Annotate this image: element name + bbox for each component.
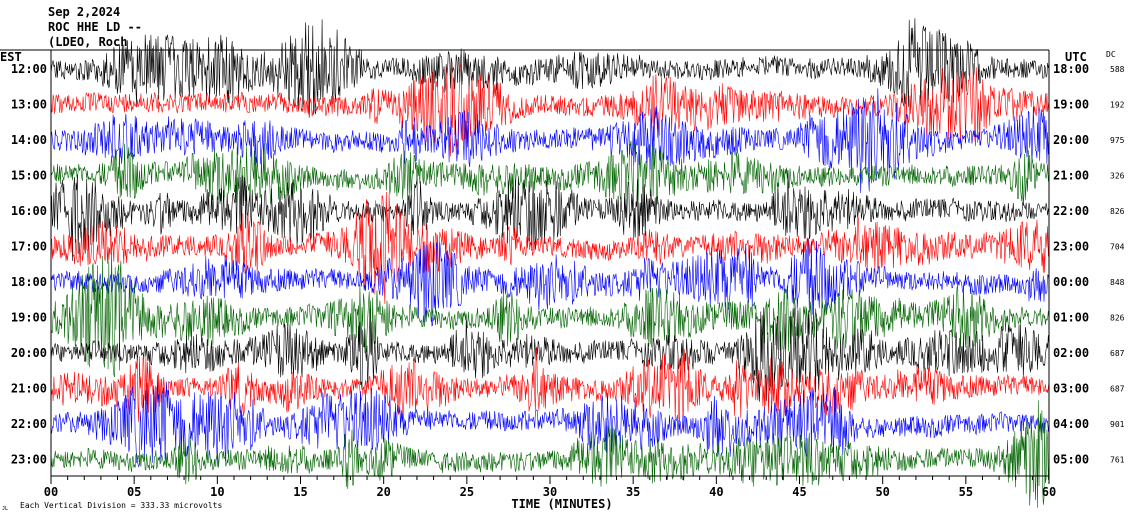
est-hour-label: 23:00 (11, 453, 47, 467)
utc-hour-label: 02:00 (1053, 346, 1089, 360)
x-tick-label: 60 (1042, 485, 1056, 499)
utc-hour-label: 21:00 (1053, 169, 1089, 183)
est-hour-label: 20:00 (11, 346, 47, 360)
trace-row-1200 (50, 18, 1050, 118)
x-tick-label: 15 (293, 485, 307, 499)
trace-row-2300 (50, 400, 1050, 508)
x-tick-label: 30 (543, 485, 557, 499)
header-network: (LDEO, Roch (48, 35, 127, 49)
x-tick-label: 25 (460, 485, 474, 499)
x-tick-label: 05 (127, 485, 141, 499)
trace-row-2100 (50, 348, 1050, 431)
est-hour-label: 14:00 (11, 133, 47, 147)
dc-offset-value: 687 (1110, 385, 1125, 394)
x-tick-label: 10 (210, 485, 224, 499)
trace-row-1400 (50, 88, 1050, 194)
utc-hour-label: 05:00 (1053, 453, 1089, 467)
row-label-group: 12:00 18:00 588 13:00 19:00 192 14:00 20:00 975 1… (11, 62, 1125, 467)
x-tick-label: 35 (626, 485, 640, 499)
est-hour-label: 13:00 (11, 98, 47, 112)
dc-offset-value: 326 (1110, 172, 1125, 181)
utc-hour-label: 22:00 (1053, 204, 1089, 218)
left-axis-label: EST (0, 50, 22, 64)
header-station: ROC HHE LD -- (48, 20, 142, 34)
footer-mark: JL (2, 506, 8, 512)
dc-offset-value: 588 (1110, 65, 1125, 74)
utc-hour-label: 00:00 (1053, 275, 1089, 289)
trace-row-2200 (50, 375, 1050, 468)
trace-row-1300 (50, 61, 1050, 157)
trace-row-1700 (50, 191, 1050, 305)
utc-hour-label: 03:00 (1053, 382, 1089, 396)
est-hour-label: 17:00 (11, 240, 47, 254)
est-hour-label: 15:00 (11, 169, 47, 183)
dc-offset-value: 192 (1110, 101, 1125, 110)
dc-offset-value: 761 (1110, 456, 1125, 465)
x-tick-label: 45 (792, 485, 806, 499)
utc-hour-label: 20:00 (1053, 133, 1089, 147)
x-tick-label: 40 (709, 485, 723, 499)
utc-hour-label: 23:00 (1053, 240, 1089, 254)
x-tick-label: 00 (44, 485, 58, 499)
x-tick-group: 00 05 10 15 20 25 30 35 40 45 50 55 60 (44, 485, 1056, 499)
dc-label: DC (1106, 50, 1116, 59)
est-hour-label: 12:00 (11, 62, 47, 76)
axes-group (0, 49, 1050, 484)
dc-offset-value: 826 (1110, 314, 1125, 323)
trace-row-2000 (50, 307, 1050, 402)
x-axis-label: TIME (MINUTES) (511, 497, 612, 511)
trace-row-1800 (50, 238, 1050, 327)
dc-offset-value: 687 (1110, 349, 1125, 358)
dc-offset-value: 704 (1110, 243, 1125, 252)
trace-row-1600 (50, 169, 1050, 262)
dc-offset-value: 901 (1110, 420, 1125, 429)
utc-hour-label: 01:00 (1053, 311, 1089, 325)
est-hour-label: 16:00 (11, 204, 47, 218)
utc-hour-label: 18:00 (1053, 62, 1089, 76)
est-hour-label: 21:00 (11, 382, 47, 396)
header-date: Sep 2,2024 (48, 5, 120, 19)
trace-row-1500 (50, 138, 1050, 207)
utc-hour-label: 04:00 (1053, 417, 1089, 431)
footer-note: Each Vertical Division = 333.33 microvol… (20, 501, 222, 510)
est-hour-label: 18:00 (11, 275, 47, 289)
x-tick-label: 50 (875, 485, 889, 499)
dc-offset-value: 975 (1110, 136, 1125, 145)
x-tick-label: 55 (959, 485, 973, 499)
trace-row-1900 (50, 253, 1050, 378)
est-hour-label: 22:00 (11, 417, 47, 431)
est-hour-label: 19:00 (11, 311, 47, 325)
right-axis-label: UTC (1065, 50, 1087, 64)
dc-offset-value: 848 (1110, 278, 1125, 287)
utc-hour-label: 19:00 (1053, 98, 1089, 112)
x-tick-label: 20 (376, 485, 390, 499)
dc-offset-value: 826 (1110, 207, 1125, 216)
trace-group (50, 18, 1050, 508)
